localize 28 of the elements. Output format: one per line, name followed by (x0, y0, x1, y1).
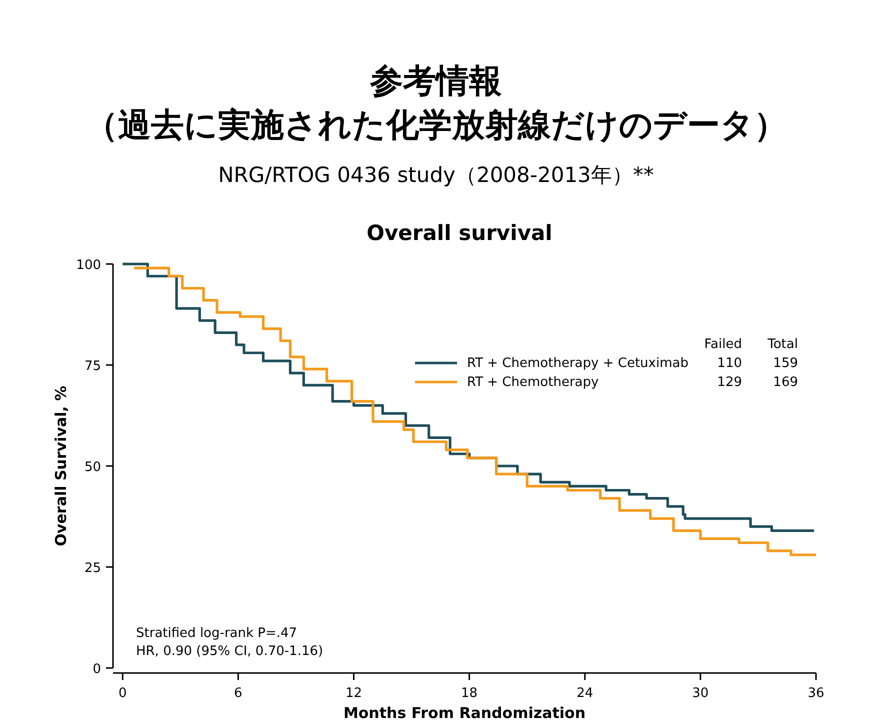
chart-title: 参考情報 (369, 61, 502, 100)
annotation: Stratified log-rank P=.47 (136, 626, 298, 641)
legend-label: RT + Chemotherapy (467, 375, 600, 390)
annotation: 110 (717, 356, 742, 371)
y-tick-label: 50 (84, 460, 101, 475)
chart-subtitle: （過去に実施された化学放射線だけのデータ） (85, 105, 787, 144)
y-tick-label: 100 (76, 258, 101, 273)
annotation: HR, 0.90 (95% CI, 0.70-1.16) (136, 644, 324, 659)
x-tick-label: 12 (345, 686, 362, 701)
annotation: 159 (773, 356, 798, 371)
x-tick-label: 36 (808, 686, 824, 701)
annotation: 129 (717, 375, 742, 390)
legend-label: RT + Chemotherapy + Cetuximab (467, 356, 688, 371)
annotation: 169 (773, 375, 798, 390)
x-tick-label: 18 (461, 686, 478, 701)
x-tick-label: 6 (234, 686, 242, 701)
text: NRG/RTOG 0436 study（2008-2013年）** (218, 163, 654, 187)
x-axis-title: Months From Randomization (343, 704, 586, 722)
x-tick-label: 30 (692, 686, 709, 701)
x-tick-label: 0 (118, 686, 127, 701)
y-tick-label: 25 (84, 561, 101, 576)
y-axis-title: Overall Survival, % (52, 386, 70, 546)
text: Overall survival (366, 221, 552, 245)
y-tick-label: 0 (92, 662, 101, 677)
annotation: Failed (704, 337, 742, 352)
x-tick-label: 24 (576, 686, 594, 701)
annotation: Total (766, 337, 798, 352)
y-tick-label: 75 (84, 359, 101, 374)
